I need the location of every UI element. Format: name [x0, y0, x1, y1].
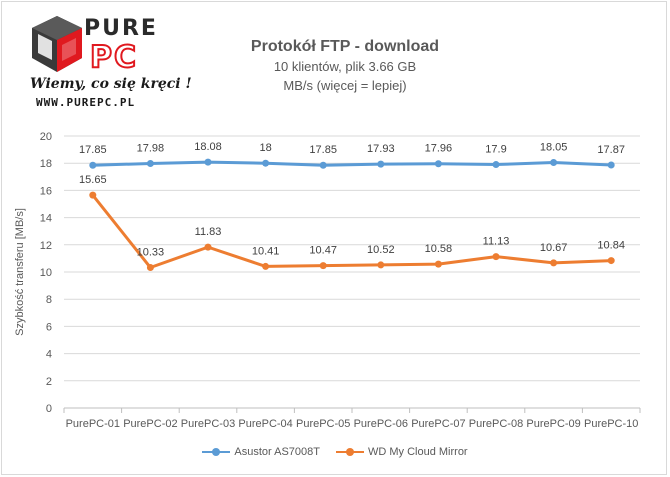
data-point	[492, 161, 500, 169]
data-label: 17.98	[137, 142, 165, 154]
legend-item: WD My Cloud Mirror	[335, 446, 468, 458]
data-label: 17.9	[485, 144, 506, 156]
x-tick-label: PurePC-10	[584, 418, 638, 430]
data-point	[319, 262, 327, 270]
data-label: 17.96	[425, 143, 453, 155]
series-line-2	[91, 194, 612, 270]
y-tick-label: 4	[46, 349, 52, 361]
legend-label: Asustor AS7008T	[234, 446, 320, 458]
legend-item: Asustor AS7008T	[202, 446, 320, 458]
x-tick-label: PurePC-08	[469, 418, 523, 430]
logo-url: WWW.PUREPC.PL	[36, 96, 136, 109]
chart-title: Protokół FTP - download	[250, 38, 440, 55]
data-point	[550, 159, 558, 167]
data-label: 10.41	[252, 245, 280, 257]
data-point	[204, 158, 212, 166]
data-label: 18.08	[194, 141, 222, 153]
y-axis-title: Szybkość transferu [MB/s]	[14, 208, 26, 336]
data-point	[262, 159, 270, 167]
x-tick-label: PurePC-03	[181, 418, 235, 430]
logo-word-bottom: PC	[89, 39, 139, 76]
purepc-logo: PURE PC Wiemy, co się kręci ! WWW.PUREPC…	[28, 10, 192, 110]
data-point	[204, 243, 212, 251]
x-tick-label: PurePC-01	[66, 418, 120, 430]
chart-subtitle-units: MB/s (więcej = lepiej)	[283, 78, 407, 93]
logo-word-top: PURE	[84, 16, 158, 41]
y-tick-label: 16	[40, 185, 52, 197]
y-tick-label: 12	[40, 240, 52, 252]
data-point	[434, 160, 442, 168]
data-label: 17.87	[597, 144, 625, 156]
y-tick-label: 14	[40, 213, 52, 225]
data-point	[607, 161, 615, 169]
data-label: 10.52	[367, 244, 395, 256]
y-tick-label: 20	[40, 131, 52, 143]
data-label: 18.05	[540, 142, 568, 154]
data-label: 10.84	[597, 240, 625, 252]
data-label: 17.93	[367, 143, 395, 155]
data-point	[89, 161, 97, 169]
data-point	[607, 257, 615, 265]
y-tick-label: 18	[40, 158, 52, 170]
data-point	[89, 191, 97, 199]
legend: Asustor AS7008T WD My Cloud Mirror	[0, 446, 670, 459]
x-tick-label: PurePC-06	[354, 418, 408, 430]
cube-icon	[32, 16, 82, 72]
data-label: 10.47	[309, 245, 337, 257]
data-point	[492, 253, 500, 261]
x-tick-label: PurePC-05	[296, 418, 350, 430]
data-point	[377, 261, 385, 269]
data-label: 17.85	[309, 144, 337, 156]
legend-label: WD My Cloud Mirror	[367, 446, 468, 458]
data-point	[146, 264, 154, 272]
legend-swatch	[335, 448, 364, 456]
data-label: 18	[259, 142, 271, 154]
y-tick-label: 2	[46, 376, 52, 388]
y-tick-label: 8	[46, 294, 52, 306]
x-tick-label: PurePC-02	[123, 418, 177, 430]
chart-title-block: Protokół FTP - download 10 klientów, pli…	[220, 37, 470, 95]
data-label: 10.33	[137, 247, 165, 259]
data-point	[319, 161, 327, 169]
data-label: 15.65	[79, 174, 107, 186]
y-tick-label: 6	[46, 321, 52, 333]
data-label: 11.13	[483, 236, 510, 248]
x-tick-label: PurePC-07	[411, 418, 465, 430]
data-label: 10.67	[540, 242, 568, 254]
y-tick-label: 10	[40, 267, 52, 279]
y-tick-label: 0	[46, 403, 52, 415]
logo-tagline: Wiemy, co się kręci !	[30, 76, 192, 92]
chart-subtitle: 10 klientów, plik 3.66 GB	[273, 59, 417, 74]
data-point	[550, 259, 558, 267]
x-tick-label: PurePC-09	[526, 418, 580, 430]
series-line-1	[92, 160, 612, 167]
data-point	[146, 159, 154, 167]
data-point	[377, 160, 385, 168]
data-label: 17.85	[79, 144, 107, 156]
data-label: 11.83	[195, 226, 222, 238]
data-point	[262, 262, 270, 270]
data-label: 10.58	[425, 243, 453, 255]
legend-swatch	[202, 448, 231, 456]
data-point	[434, 260, 442, 268]
x-tick-label: PurePC-04	[238, 418, 292, 430]
